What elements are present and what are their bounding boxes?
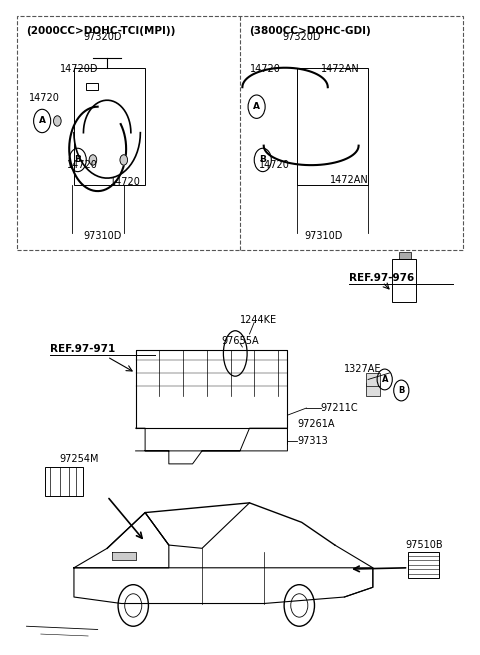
Text: 1327AE: 1327AE — [344, 364, 382, 373]
Circle shape — [120, 155, 128, 165]
Bar — [399, 252, 411, 259]
Text: 1472AN: 1472AN — [330, 176, 369, 185]
Text: 97320D: 97320D — [84, 33, 122, 43]
Text: REF.97-971: REF.97-971 — [50, 344, 116, 354]
Text: 97310D: 97310D — [84, 231, 122, 240]
Text: 1244KE: 1244KE — [240, 315, 277, 325]
Text: 14720: 14720 — [250, 64, 280, 74]
Text: 97261A: 97261A — [297, 419, 335, 429]
Text: 97510B: 97510B — [405, 540, 443, 550]
Text: B: B — [259, 155, 266, 164]
Bar — [366, 373, 380, 386]
Text: B: B — [398, 386, 405, 395]
Text: 1472AN: 1472AN — [321, 64, 360, 74]
Text: REF.97-976: REF.97-976 — [349, 272, 414, 283]
Circle shape — [89, 155, 96, 165]
Text: 14720: 14720 — [109, 177, 141, 187]
Circle shape — [54, 116, 61, 126]
Text: 14720D: 14720D — [60, 64, 98, 74]
Text: A: A — [253, 102, 260, 111]
Text: 14720: 14720 — [259, 160, 290, 170]
Text: (3800CC>DOHC-GDI): (3800CC>DOHC-GDI) — [250, 26, 371, 35]
Text: B: B — [74, 155, 81, 164]
Text: 97320D: 97320D — [283, 33, 321, 43]
Text: 97313: 97313 — [297, 436, 328, 447]
Text: 97310D: 97310D — [304, 231, 342, 240]
Text: A: A — [39, 117, 46, 126]
Bar — [86, 83, 97, 90]
Polygon shape — [112, 552, 136, 560]
Text: (2000CC>DOHC-TCI(MPI)): (2000CC>DOHC-TCI(MPI)) — [26, 26, 176, 35]
Text: 97254M: 97254M — [60, 454, 99, 464]
Text: 14720: 14720 — [67, 160, 98, 170]
Text: 14720: 14720 — [29, 94, 60, 103]
Text: 97211C: 97211C — [321, 403, 358, 413]
Bar — [366, 383, 380, 396]
Text: 97655A: 97655A — [221, 337, 259, 346]
Text: A: A — [382, 375, 388, 384]
